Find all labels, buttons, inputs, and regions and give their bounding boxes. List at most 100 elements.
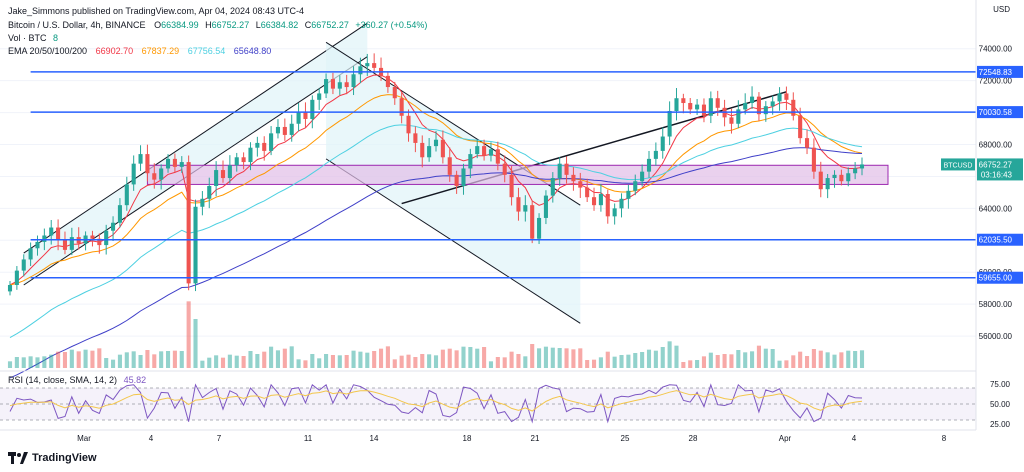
- uptrend-channel: [23, 23, 368, 285]
- volume-bar: [427, 354, 432, 368]
- rsi-pane: 75.00 50.00 25.00: [0, 370, 1011, 429]
- candle-body: [557, 163, 562, 179]
- volume-bar: [708, 352, 713, 368]
- horizontal-levels[interactable]: [30, 71, 976, 279]
- volume-bar: [633, 353, 638, 368]
- candle-body: [433, 139, 439, 147]
- volume-bar: [56, 351, 61, 368]
- candle-body: [482, 146, 487, 156]
- level-tag: [977, 271, 1023, 284]
- volume-bar: [853, 351, 858, 368]
- candle-body: [729, 117, 734, 124]
- volume-bar: [846, 350, 851, 368]
- volume-bar: [296, 359, 301, 368]
- candle-body: [344, 82, 349, 88]
- candle-body: [358, 66, 363, 75]
- candle-body: [853, 168, 858, 174]
- volume-bar: [516, 354, 521, 368]
- ema-legend: EMA 20/50/100/200 66902.70 67837.29 6775…: [8, 46, 272, 56]
- tradingview-logo-icon: [8, 452, 28, 464]
- volume-bar: [241, 356, 246, 368]
- tradingview-brand[interactable]: TradingView: [8, 452, 97, 464]
- volume-bar: [770, 349, 775, 368]
- ema-200-line: [9, 147, 863, 379]
- volume-bar: [640, 352, 645, 368]
- time-tick-label: 28: [689, 434, 698, 443]
- symbol-title: Bitcoin / U.S. Dollar, 4h, BINANCE: [8, 20, 146, 30]
- candle-body: [117, 205, 122, 223]
- candle-body: [626, 190, 631, 199]
- candle-body: [743, 103, 748, 110]
- time-tick-label: 11: [304, 434, 313, 443]
- time-tick-label: 14: [370, 434, 379, 443]
- time-tick-label: 4: [149, 434, 154, 443]
- rsi-ma-line: [9, 390, 863, 412]
- volume-bar: [234, 355, 239, 368]
- candle-body: [186, 162, 191, 284]
- volume-bar: [310, 354, 315, 368]
- volume-bar: [750, 351, 755, 368]
- current-price-label: 66752.27: [979, 160, 1013, 169]
- candle-body: [798, 115, 803, 139]
- candle-body: [241, 157, 246, 163]
- candle-body: [28, 248, 33, 260]
- currency-label: USD: [993, 5, 1010, 14]
- candle-body: [392, 87, 397, 99]
- candle-body: [763, 106, 768, 115]
- price-tick-label: 68000.00: [979, 141, 1013, 150]
- volume-bar: [626, 354, 631, 368]
- volume-bar: [111, 359, 116, 368]
- volume-bar: [468, 347, 473, 368]
- candle-body: [784, 93, 789, 100]
- time-tick-label: Mar: [77, 434, 91, 443]
- candle-body: [124, 184, 129, 206]
- level-tag: [977, 106, 1023, 119]
- candle-body: [262, 142, 267, 151]
- candle-body: [62, 240, 68, 250]
- volume-bar: [591, 359, 597, 368]
- volume-bar: [76, 351, 81, 368]
- candle-body: [660, 136, 665, 151]
- candle-body: [275, 126, 281, 134]
- candle-body: [591, 197, 597, 206]
- candle-body: [846, 173, 851, 182]
- price-tick-label: 72000.00: [979, 77, 1013, 86]
- level-tag-label: 59655.00: [979, 274, 1013, 283]
- volume-bar: [227, 354, 232, 368]
- volume-bar: [832, 354, 837, 368]
- volume-bar: [715, 355, 720, 368]
- candle-body: [598, 194, 603, 206]
- candle-body: [227, 165, 232, 179]
- volume-bar: [289, 346, 294, 368]
- candle-body: [152, 173, 157, 180]
- candle-body: [56, 227, 61, 241]
- volume-bar: [564, 348, 569, 368]
- volume-bar: [605, 351, 610, 368]
- volume-bar: [440, 349, 445, 368]
- volume-legend: Vol · BTC 8: [8, 33, 59, 43]
- rsi-tick-label: 25.00: [990, 420, 1011, 429]
- volume-bar: [756, 345, 761, 368]
- volume-bar: [447, 348, 452, 368]
- volume-bar: [358, 351, 363, 368]
- volume-bar: [406, 354, 411, 368]
- candle-body: [564, 163, 569, 175]
- volume-bar: [784, 360, 789, 368]
- volume-bar: [324, 354, 329, 368]
- candle-body: [317, 93, 322, 100]
- candle-body: [516, 197, 521, 212]
- volume-bar: [695, 360, 700, 368]
- candle-body: [111, 222, 116, 231]
- candle-body: [523, 205, 528, 212]
- candle-body: [530, 205, 535, 239]
- candle-body: [695, 104, 700, 110]
- candle-body: [447, 157, 452, 175]
- candle-body: [488, 149, 494, 156]
- candle-body: [289, 123, 294, 135]
- candle-body: [646, 158, 652, 172]
- volume-bar: [255, 354, 260, 368]
- candle-body: [337, 82, 342, 89]
- volume-bar: [269, 346, 274, 368]
- candle-body: [49, 227, 54, 236]
